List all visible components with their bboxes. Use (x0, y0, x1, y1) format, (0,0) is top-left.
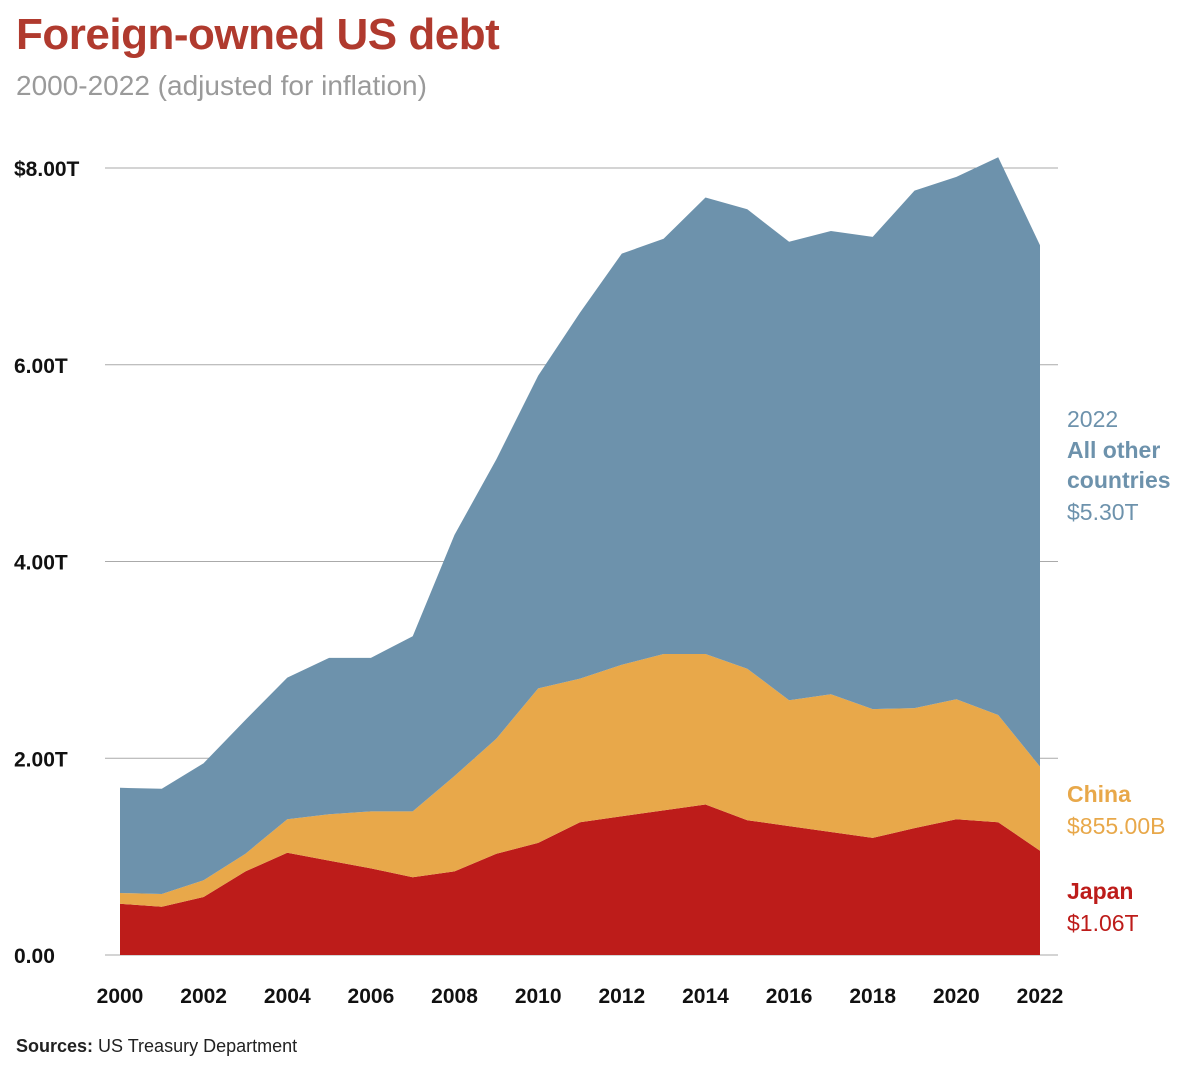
annotation-value-japan: $1.06T (1067, 910, 1139, 936)
source-text: US Treasury Department (98, 1036, 298, 1056)
annotation-name-all-other-countries: countries (1067, 467, 1171, 493)
x-tick-label: 2006 (348, 985, 395, 1008)
y-axis-ticks: 0.00 2.00T 4.00T 6.00T $8.00T (14, 158, 80, 968)
x-axis-ticks: 2000 2002 2004 2006 2008 2010 2012 2014 2016 2018… (97, 985, 1064, 1008)
x-tick-label: 2022 (1017, 985, 1064, 1008)
annotation-value-all-other-countries: $5.30T (1067, 499, 1139, 525)
annotation-year: 2022 (1067, 406, 1118, 432)
area-china (120, 654, 1040, 907)
y-tick-label: $8.00T (14, 158, 80, 181)
x-tick-label: 2010 (515, 985, 562, 1008)
x-tick-label: 2002 (180, 985, 227, 1008)
x-tick-label: 2004 (264, 985, 311, 1008)
y-tick-label: 4.00T (14, 552, 68, 575)
x-tick-label: 2008 (431, 985, 478, 1008)
y-tick-label: 0.00 (14, 945, 55, 968)
annotation-value-china: $855.00B (1067, 813, 1165, 839)
x-tick-label: 2014 (682, 985, 729, 1008)
annotation-name-all-other-countries: All other (1067, 437, 1160, 463)
source-label: Sources: (16, 1036, 94, 1056)
chart-subtitle: 2000-2022 (adjusted for inflation) (16, 70, 427, 101)
x-tick-label: 2018 (849, 985, 896, 1008)
annotation-name-china: China (1067, 781, 1131, 807)
area-japan (120, 804, 1040, 955)
series-annotations: 2022 All other countries $5.30T China $855.00… (1067, 406, 1171, 936)
area-all-other-countries (120, 157, 1040, 894)
x-tick-label: 2000 (97, 985, 144, 1008)
chart-title: Foreign-owned US debt (16, 10, 500, 59)
source-note: Sources: US Treasury Department (16, 1036, 297, 1057)
y-tick-label: 6.00T (14, 355, 68, 378)
annotation-name-japan: Japan (1067, 878, 1133, 904)
x-tick-label: 2020 (933, 985, 980, 1008)
y-tick-label: 2.00T (14, 748, 68, 771)
x-tick-label: 2012 (598, 985, 645, 1008)
area-series (120, 157, 1040, 955)
x-tick-label: 2016 (766, 985, 813, 1008)
